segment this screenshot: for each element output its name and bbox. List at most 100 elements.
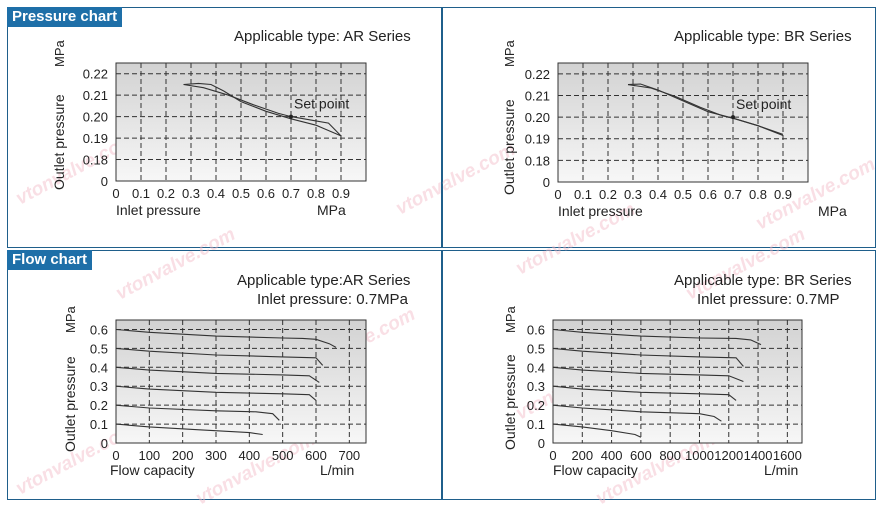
x-tick-label: 400 <box>601 448 623 463</box>
series-line-2 <box>627 84 784 135</box>
x-tick-label: 600 <box>630 448 652 463</box>
x-tick-label: 0.8 <box>307 186 325 201</box>
x-tick-label: 0.9 <box>774 187 792 202</box>
y-tick-label: 0.22 <box>83 67 108 82</box>
chart-title: Applicable type: BR Series <box>674 28 852 45</box>
chart-f1: 0 0.1 0.2 0.3 0.4 0.5 0.6 0 100 200 300 400 500 600 70… <box>62 272 410 478</box>
chart-p1: 0 0.18 0.19 0.20 0.21 0.22 0 0.1 0.2 0.3 0.4 0.5 0.6… <box>51 28 411 218</box>
y-axis-unit: MPa <box>63 306 78 334</box>
y-tick-label: 0.6 <box>90 322 108 337</box>
x-tick-label: 0.9 <box>332 186 350 201</box>
set-point-label: Set point <box>736 96 791 112</box>
plot-area <box>115 319 367 444</box>
x-tick-label: 0 <box>112 186 119 201</box>
chart-title: Applicable type:AR Series <box>237 272 410 289</box>
y-tick-label: 0.18 <box>83 153 108 168</box>
series-line-6 <box>115 423 263 436</box>
series-line-4 <box>552 385 737 401</box>
y-axis-unit: MPa <box>502 40 517 68</box>
x-axis-label: Flow capacity <box>110 462 195 478</box>
x-tick-label: 0.1 <box>132 186 150 201</box>
y-tick-label: 0.21 <box>525 88 550 103</box>
chart-title: Applicable type: AR Series <box>234 28 411 45</box>
y-tick-label: 0.3 <box>527 379 545 394</box>
x-tick-label: 0 <box>549 448 556 463</box>
x-tick-label: 0.6 <box>699 187 717 202</box>
x-tick-label: 400 <box>238 448 260 463</box>
y-tick-label: 0.1 <box>527 417 545 432</box>
x-tick-label: 100 <box>138 448 160 463</box>
x-tick-label: 0.5 <box>232 186 250 201</box>
y-tick-label: 0.19 <box>525 132 550 147</box>
x-axis-unit: L/min <box>320 462 354 478</box>
series-line-5 <box>552 404 722 422</box>
y-axis-label: Outlet pressure <box>502 354 518 450</box>
series-line-4 <box>115 385 317 401</box>
x-axis-unit: MPa <box>818 203 847 219</box>
y-tick-label: 0.1 <box>90 417 108 432</box>
y-axis-unit: MPa <box>52 40 67 68</box>
x-tick-label: 0.3 <box>624 187 642 202</box>
y-tick-label: 0.21 <box>83 88 108 103</box>
x-tick-label: 0.4 <box>649 187 667 202</box>
y-tick-label: 0 <box>538 436 545 451</box>
series-line-2 <box>183 83 342 137</box>
y-axis-label: Outlet pressure <box>62 356 78 452</box>
chart-subtitle: Inlet pressure: 0.7MP <box>697 291 840 308</box>
x-tick-label: 0.7 <box>282 186 300 201</box>
series-line-6 <box>552 423 642 438</box>
x-tick-label: 1600 <box>773 448 802 463</box>
x-tick-label: 0.3 <box>182 186 200 201</box>
x-tick-label: 1400 <box>744 448 773 463</box>
x-tick-label: 0.6 <box>257 186 275 201</box>
y-tick-label: 0.18 <box>525 153 550 168</box>
x-tick-label: 0 <box>112 448 119 463</box>
series-line-2 <box>552 347 744 367</box>
x-tick-label: 0.8 <box>749 187 767 202</box>
plot-area <box>552 319 803 444</box>
y-tick-label: 0.19 <box>83 131 108 146</box>
x-tick-label: 1200 <box>714 448 743 463</box>
y-tick-label: 0.5 <box>527 341 545 356</box>
x-tick-label: 0.2 <box>599 187 617 202</box>
series-line-1 <box>115 328 337 348</box>
x-axis-unit: MPa <box>317 202 346 218</box>
x-tick-label: 0.7 <box>724 187 742 202</box>
y-axis-label: Outlet pressure <box>501 99 517 195</box>
x-tick-label: 300 <box>205 448 227 463</box>
x-tick-label: 0.4 <box>207 186 225 201</box>
y-axis-unit: MPa <box>503 306 518 334</box>
y-tick-label: 0 <box>101 174 108 189</box>
y-tick-label: 0 <box>543 175 550 190</box>
y-tick-label: 0.20 <box>83 110 108 125</box>
set-point-marker <box>289 114 293 119</box>
x-tick-label: 600 <box>305 448 327 463</box>
chart-subtitle: Inlet pressure: 0.7MPa <box>257 291 409 308</box>
series-line-5 <box>115 404 280 421</box>
chart-p2: 0 0.18 0.19 0.20 0.21 0.22 0 0.1 0.2 0.3 0.4 0.5 0.6… <box>501 28 852 219</box>
chart-f2: 0 0.1 0.2 0.3 0.4 0.5 0.6 0 200 400 600 800 1000 1200… <box>502 272 852 478</box>
y-tick-label: 0.20 <box>525 110 550 125</box>
x-axis-label: Inlet pressure <box>558 203 643 219</box>
section-tag-pressure: Pressure chart <box>7 7 123 27</box>
series-line-3 <box>115 366 320 383</box>
x-tick-label: 500 <box>272 448 294 463</box>
y-tick-label: 0.4 <box>90 360 108 375</box>
x-tick-label: 0 <box>554 187 561 202</box>
set-point-label: Set point <box>294 96 349 112</box>
y-axis-label: Outlet pressure <box>51 94 67 190</box>
x-tick-label: 200 <box>571 448 593 463</box>
y-tick-label: 0.5 <box>90 341 108 356</box>
watermark-text: vtonvalve.com <box>112 224 238 305</box>
x-axis-label: Inlet pressure <box>116 202 201 218</box>
series-line-1 <box>552 328 762 346</box>
y-tick-label: 0.6 <box>527 322 545 337</box>
x-tick-label: 800 <box>659 448 681 463</box>
y-tick-label: 0.3 <box>90 379 108 394</box>
series-line-1 <box>183 82 342 137</box>
x-tick-label: 0.5 <box>674 187 692 202</box>
y-tick-label: 0.22 <box>525 67 550 82</box>
x-tick-label: 0.1 <box>574 187 592 202</box>
x-tick-label: 700 <box>338 448 360 463</box>
